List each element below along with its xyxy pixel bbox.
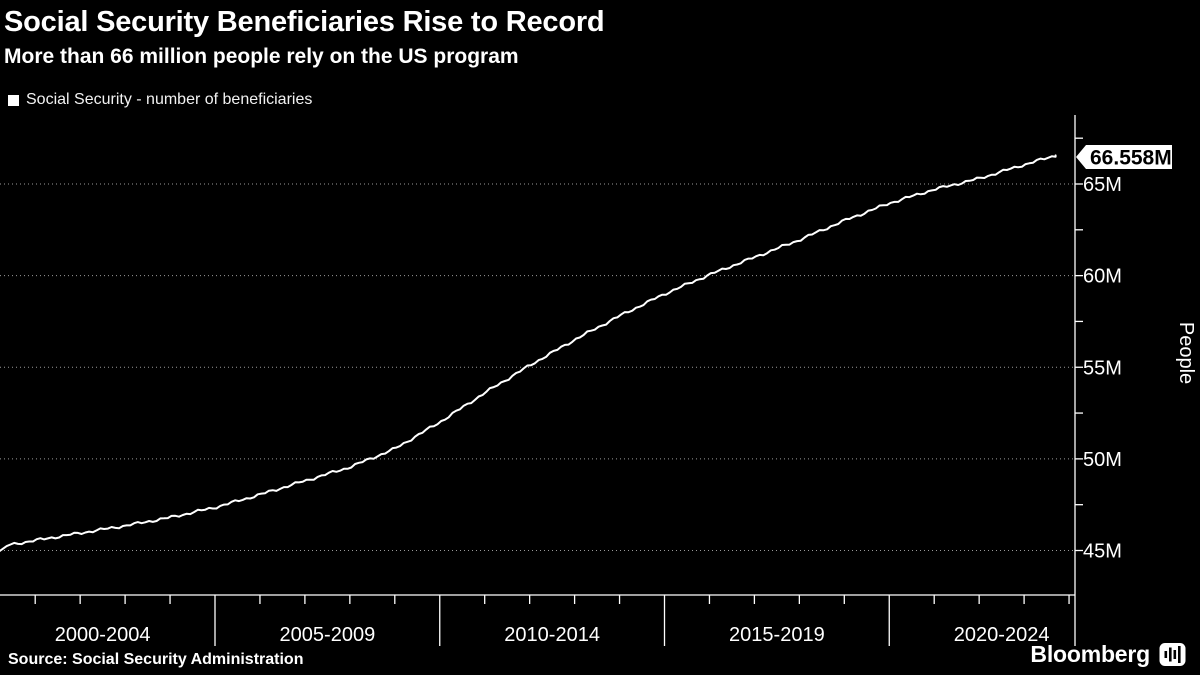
x-section-label: 2010-2014 — [504, 624, 600, 646]
bloomberg-branding: Bloomberg — [1030, 641, 1186, 668]
beneficiaries-line — [0, 154, 1057, 553]
y-tick-label: 50M — [1083, 449, 1122, 471]
x-section-label: 2000-2004 — [55, 624, 151, 646]
bloomberg-icon — [1159, 643, 1186, 666]
chart-subtitle: More than 66 million people rely on the … — [4, 45, 519, 68]
y-tick-label: 65M — [1083, 174, 1122, 196]
callout-arrow-box — [1076, 144, 1172, 169]
gridlines — [0, 183, 1075, 551]
source-text: Source: Social Security Administration — [8, 651, 304, 668]
legend-swatch-icon — [8, 94, 19, 106]
y-axis-title: People — [1175, 322, 1197, 384]
legend-label: Social Security - number of beneficiarie… — [26, 91, 313, 108]
y-tick-label: 55M — [1083, 357, 1122, 379]
latest-value-callout: 66.558M — [1076, 144, 1172, 169]
chart-title: Social Security Beneficiaries Rise to Re… — [4, 6, 605, 38]
x-section-label: 2020-2024 — [954, 624, 1050, 646]
callout-value-text: 66.558M — [1090, 146, 1172, 169]
y-tick-label: 45M — [1083, 541, 1122, 563]
axis-labels: 45M 50M 55M 60M 65M 2000-2004 2005-2009 2010-20… — [55, 174, 1122, 646]
x-section-label: 2005-2009 — [280, 624, 376, 646]
y-tick-label: 60M — [1083, 266, 1122, 288]
axes — [0, 115, 1083, 646]
data-series — [0, 154, 1057, 553]
bloomberg-wordmark: Bloomberg — [1030, 641, 1150, 667]
legend: Social Security - number of beneficiarie… — [8, 91, 312, 109]
x-section-label: 2015-2019 — [729, 624, 825, 646]
